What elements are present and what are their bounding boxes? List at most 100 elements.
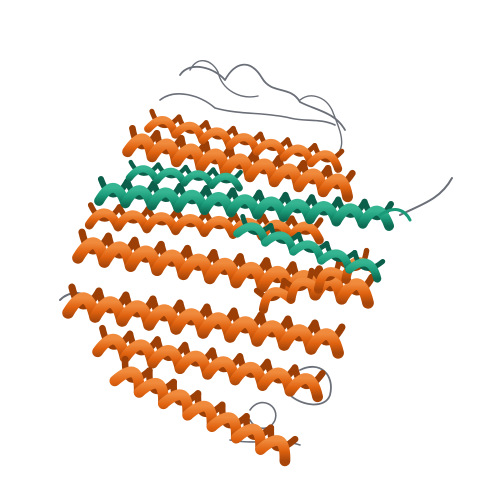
orange-chain-helices — [62, 108, 378, 467]
orange-helix-lower-1-coil-front — [305, 328, 344, 359]
orange-helix-bottom-coil-back — [218, 401, 250, 429]
orange-helix-lower-2-coil-front — [284, 373, 323, 403]
orange-helix-lower-2-coil-back — [126, 330, 161, 356]
orange-helix-right-coil-back — [253, 277, 287, 302]
orange-helix-mid-1-coil-back — [157, 240, 192, 267]
right-tail-loop — [399, 177, 453, 216]
top-loop-3 — [189, 60, 259, 98]
orange-helix-mid-2-coil-back — [174, 207, 209, 228]
orange-helix-top-2-coil-back — [257, 131, 291, 151]
teal-helix-upper-coil-back — [128, 159, 161, 176]
teal-end-loop — [378, 208, 412, 222]
orange-helix-top-2-coil-back — [312, 143, 345, 163]
teal-helix-lower-coil-front — [345, 258, 382, 283]
orange-helix-bottom-coil-back — [243, 412, 275, 440]
orange-helix-top-2 — [144, 108, 345, 173]
orange-helix-mid-1-coil-back — [210, 249, 244, 275]
teal-helix-upper-coil-front — [125, 165, 161, 185]
orange-helix-top-coil-back — [202, 139, 234, 165]
right-bottom-loop — [289, 365, 332, 406]
orange-helix-lower-1 — [62, 283, 346, 359]
orange-helix-top-coil-front — [317, 173, 353, 203]
orange-helix-mid-1-coil-back — [236, 253, 271, 279]
orange-helix-top — [122, 124, 356, 203]
orange-helix-top-coil-back — [153, 129, 185, 155]
orange-helix-top-2-coil-back — [203, 120, 236, 140]
orange-helix-top-2-coil-back — [230, 125, 263, 146]
orange-helix-top-2-coil-back — [176, 114, 209, 134]
orange-helix-top-coil-back — [129, 124, 161, 150]
orange-helix-lower-1-coil-back — [122, 291, 157, 318]
teal-helix-main-coil-back — [256, 189, 289, 212]
orange-helix-mid-1-coil-back — [131, 236, 165, 263]
teal-helix-main-coil-front — [357, 205, 395, 231]
orange-helix-bottom-coil-back — [170, 378, 202, 406]
orange-helix-bottom-coil-back — [121, 355, 153, 383]
orange-helix-mid-1-coil-back — [262, 257, 297, 284]
teal-helix-upper-coil-front — [208, 172, 243, 192]
teal-helix-lower-coil-back — [324, 240, 358, 262]
teal-helix-main-coil-back — [229, 187, 263, 209]
orange-helix-mid-2-coil-back — [289, 215, 324, 235]
orange-helix-right — [253, 247, 378, 314]
orange-helix-lower-1-coil-back — [95, 287, 130, 314]
orange-helix-top-coil-back — [226, 144, 258, 170]
orange-helix-top-coil-back — [300, 159, 332, 185]
orange-helix-lower-2-coil-back — [236, 353, 271, 378]
teal-helix-main-coil-back — [335, 196, 368, 218]
teal-helix-upper-coil-back — [183, 164, 216, 181]
teal-helix-lower-coil-front — [261, 231, 298, 256]
teal-helix-main — [94, 176, 395, 231]
orange-helix-lower-2-coil-back — [209, 347, 244, 373]
orange-helix-mid-2-coil-back — [116, 204, 151, 224]
teal-helix-lower-coil-front — [233, 222, 270, 247]
orange-helix-mid-2-coil-front — [286, 221, 324, 245]
teal-helix-upper-coil-back — [211, 167, 243, 184]
orange-helix-lower-2-coil-back — [99, 324, 134, 350]
orange-helix-lower-1-coil-back — [149, 295, 184, 322]
orange-helix-lower-1-coil-back — [203, 303, 238, 330]
orange-helix-bottom-coil-back — [194, 390, 226, 418]
teal-helix-upper-coil-front — [153, 167, 188, 187]
orange-helix-mid-2-coil-back — [145, 206, 180, 226]
top-loop-2 — [159, 93, 336, 126]
orange-helix-top-2-coil-front — [306, 150, 343, 173]
orange-helix-lower-2-coil-back — [291, 364, 326, 390]
teal-helix-lower-coil-back — [296, 231, 330, 253]
orange-helix-lower-1-coil-back — [257, 311, 292, 338]
teal-helix-lower-coil-back — [240, 213, 274, 235]
orange-helix-mid-2-coil-back — [202, 209, 238, 230]
orange-helix-mid-2 — [84, 202, 324, 245]
teal-helix-upper-coil-front — [180, 170, 216, 190]
orange-helix-right-coil-back — [308, 257, 342, 282]
teal-helix-lower-coil-back — [268, 222, 302, 244]
teal-helix-upper — [125, 159, 243, 192]
orange-helix-mid-2-coil-back — [260, 213, 295, 233]
orange-helix-lower-1-coil-back — [311, 319, 346, 346]
orange-helix-top-coil-back — [324, 164, 356, 190]
teal-helix-main-coil-back — [282, 191, 315, 214]
orange-helix-bottom-coil-back — [146, 367, 177, 395]
orange-helix-lower-1-coil-back — [230, 307, 265, 334]
orange-helix-lower-2 — [92, 324, 326, 403]
orange-helix-mid-1-coil-back — [78, 228, 112, 255]
teal-helix-main-coil-back — [150, 180, 184, 202]
orange-helix-top-2-coil-back — [285, 137, 318, 157]
orange-helix-top-coil-back — [177, 134, 210, 160]
teal-helix-main-coil-back — [361, 198, 394, 221]
teal-chain-helices — [94, 159, 412, 283]
orange-helix-lower-1-coil-back — [68, 283, 103, 310]
orange-helix-lower-2-coil-back — [154, 336, 189, 361]
orange-helix-bottom — [109, 355, 299, 467]
top-loop-4 — [299, 95, 343, 151]
orange-helix-lower-1-coil-back — [284, 315, 319, 342]
orange-helix-top-2-coil-back — [149, 108, 182, 128]
orange-helix-lower-2-coil-back — [181, 341, 216, 367]
orange-helix-bottom-coil-back — [267, 424, 299, 452]
orange-helix-top-coil-back — [251, 149, 283, 175]
top-loop-1 — [179, 63, 346, 131]
orange-helix-right-coil-back — [281, 267, 315, 292]
teal-helix-main-coil-back — [97, 176, 131, 198]
teal-helix-lower-coil-front — [289, 240, 326, 265]
